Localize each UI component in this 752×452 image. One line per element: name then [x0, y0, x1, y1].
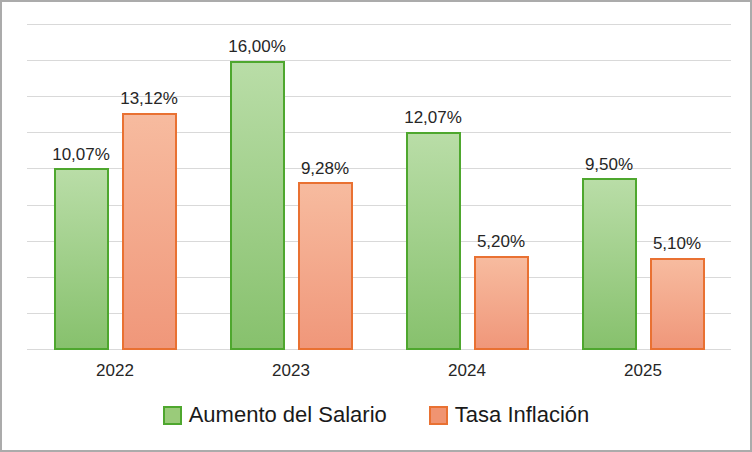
bar-group-2024: 12,07% 5,20%: [379, 25, 555, 350]
bar-col-aumento-del-salario-2024: 12,07%: [406, 25, 461, 350]
legend-item-aumento-del-salario: Aumento del Salario: [163, 402, 387, 428]
x-axis-label-2024: 2024: [379, 350, 555, 381]
x-axis-label-2023: 2023: [203, 350, 379, 381]
x-axis-label-2025: 2025: [555, 350, 731, 381]
legend-swatch-inflacion-icon: [429, 406, 448, 425]
bar-group-2022: 10,07% 13,12%: [27, 25, 203, 350]
bar-col-aumento-del-salario-2025: 9,50%: [582, 25, 637, 350]
bar-col-tasa-inflacion-2022: 13,12%: [122, 25, 177, 350]
bar-value-label: 9,28%: [301, 160, 349, 179]
chart-canvas: 10,07% 13,12% 16,00% 9,28% 12,07% 5,20% 9,50% 5…: [0, 0, 752, 452]
bar-value-label: 10,07%: [52, 146, 110, 165]
legend-label-inflacion: Tasa Inflación: [455, 402, 590, 428]
bar-aumento-del-salario-2023: [230, 61, 285, 350]
bar-groups: 10,07% 13,12% 16,00% 9,28% 12,07% 5,20% 9,50% 5…: [27, 25, 731, 350]
bar-aumento-del-salario-2022: [54, 168, 109, 350]
plot-area: 10,07% 13,12% 16,00% 9,28% 12,07% 5,20% 9,50% 5…: [27, 25, 731, 350]
chart-legend: Aumento del Salario Tasa Inflación: [2, 402, 750, 428]
bar-value-label: 5,20%: [477, 233, 525, 252]
x-axis-label-2022: 2022: [27, 350, 203, 381]
bar-col-aumento-del-salario-2023: 16,00%: [230, 25, 285, 350]
bar-tasa-inflacion-2025: [650, 258, 705, 350]
bar-value-label: 5,10%: [653, 235, 701, 254]
bar-col-tasa-inflacion-2025: 5,10%: [650, 25, 705, 350]
bar-col-aumento-del-salario-2022: 10,07%: [54, 25, 109, 350]
legend-label-aumento: Aumento del Salario: [189, 402, 387, 428]
bar-aumento-del-salario-2025: [582, 178, 637, 350]
bar-value-label: 16,00%: [228, 38, 286, 57]
bar-tasa-inflacion-2024: [474, 256, 529, 350]
legend-swatch-aumento-icon: [163, 406, 182, 425]
bar-value-label: 9,50%: [585, 156, 633, 175]
bar-tasa-inflacion-2023: [298, 182, 353, 350]
bar-tasa-inflacion-2022: [122, 113, 177, 350]
bar-value-label: 13,12%: [120, 90, 178, 109]
bar-value-label: 12,07%: [404, 109, 462, 128]
x-axis-labels: 2022202320242025: [27, 350, 731, 381]
bar-aumento-del-salario-2024: [406, 132, 461, 350]
legend-item-tasa-inflacion: Tasa Inflación: [429, 402, 590, 428]
bar-col-tasa-inflacion-2024: 5,20%: [474, 25, 529, 350]
bar-group-2023: 16,00% 9,28%: [203, 25, 379, 350]
bar-group-2025: 9,50% 5,10%: [555, 25, 731, 350]
bar-col-tasa-inflacion-2023: 9,28%: [298, 25, 353, 350]
